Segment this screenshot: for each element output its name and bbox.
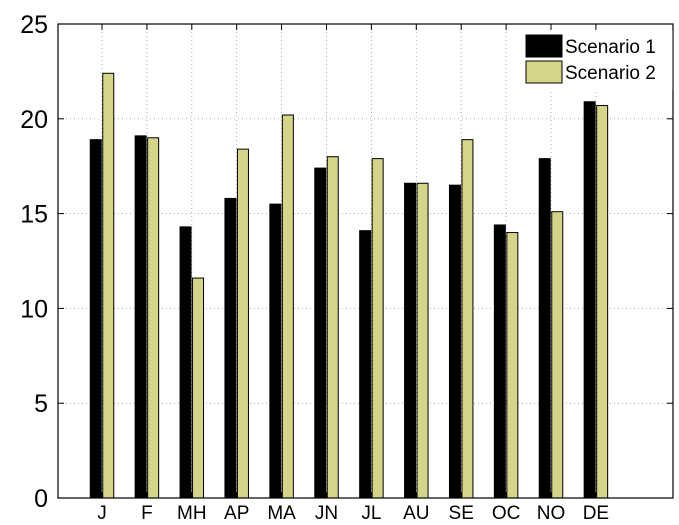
tick-marks xyxy=(58,23,673,499)
bar-scenario-2 xyxy=(281,114,294,499)
plot-frame xyxy=(57,23,674,499)
x-tick-label: AP xyxy=(224,503,249,524)
bar-scenario-2 xyxy=(371,158,384,499)
bar-scenario-2 xyxy=(326,156,339,499)
bar-scenario-1 xyxy=(493,224,506,499)
bar-scenario-1 xyxy=(134,135,147,499)
bar-scenario-1 xyxy=(538,158,551,499)
bar-scenario-2 xyxy=(416,182,429,499)
bar-scenario-2 xyxy=(506,232,519,499)
legend-swatch xyxy=(525,60,563,84)
x-tick-label: DE xyxy=(583,503,609,524)
bar-scenario-1 xyxy=(404,182,417,499)
bar-scenario-2 xyxy=(551,211,564,499)
y-tick-label: 25 xyxy=(20,11,48,39)
legend: Scenario 1 Scenario 2 xyxy=(521,30,673,90)
x-tick-label: MA xyxy=(267,503,296,524)
legend-label: Scenario 1 xyxy=(565,37,656,58)
x-tick-labels: J F MH AP MA JN JL AU SE OC NO DE xyxy=(97,503,609,524)
y-tick-labels: 0 5 10 15 20 25 xyxy=(20,11,48,513)
bar-scenario-2 xyxy=(102,72,115,499)
x-tick-label: J xyxy=(97,503,107,524)
bar-scenario-1 xyxy=(448,184,461,499)
grid-lines xyxy=(58,24,673,498)
bar-scenario-1 xyxy=(89,139,102,499)
x-tick-label: AU xyxy=(403,503,429,524)
bar-scenario-2 xyxy=(596,105,609,499)
bar-scenario-1 xyxy=(179,226,192,499)
y-tick-label: 10 xyxy=(20,295,48,323)
legend-swatch xyxy=(525,34,563,58)
bar-scenario-1 xyxy=(224,197,237,499)
bars xyxy=(89,72,609,499)
legend-label: Scenario 2 xyxy=(565,63,656,84)
x-tick-label: JN xyxy=(315,503,338,524)
bar-scenario-2 xyxy=(192,277,205,499)
bar-scenario-2 xyxy=(461,139,474,499)
y-tick-label: 5 xyxy=(34,390,48,418)
x-tick-label: SE xyxy=(449,503,474,524)
y-tick-label: 15 xyxy=(20,201,48,229)
x-tick-label: OC xyxy=(492,503,521,524)
bar-scenario-1 xyxy=(269,203,282,499)
bar-scenario-2 xyxy=(147,137,160,499)
x-tick-label: F xyxy=(141,503,153,524)
bar-scenario-2 xyxy=(236,148,249,499)
bar-scenario-1 xyxy=(583,101,596,499)
y-tick-label: 0 xyxy=(34,485,48,513)
x-tick-label: NO xyxy=(537,503,566,524)
x-tick-label: MH xyxy=(177,503,207,524)
x-tick-label: JL xyxy=(361,503,381,524)
y-tick-label: 20 xyxy=(20,106,48,134)
bar-scenario-1 xyxy=(359,230,372,499)
bar-scenario-1 xyxy=(314,167,327,499)
